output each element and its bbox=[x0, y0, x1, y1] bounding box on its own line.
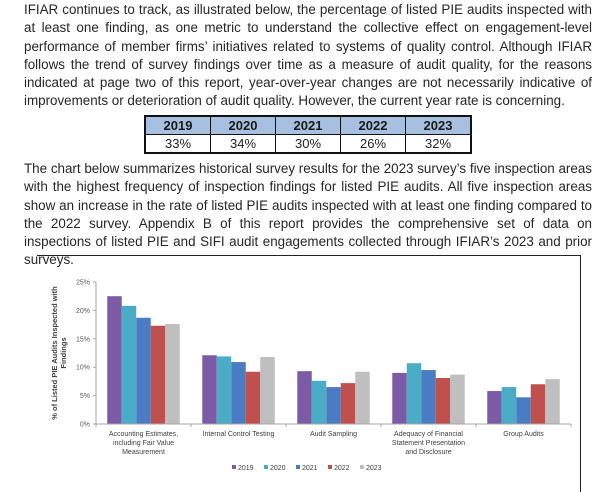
rates-year-2019: 2019 bbox=[144, 115, 211, 135]
rates-value-2023: 32% bbox=[405, 134, 472, 154]
y-axis-title: % of Listed PIE Audits Inspected with Fin… bbox=[50, 286, 68, 420]
bar-2021 bbox=[231, 362, 246, 424]
bar-2019 bbox=[107, 296, 122, 424]
bar-2022 bbox=[245, 371, 261, 424]
rates-year-2023: 2023 bbox=[405, 115, 472, 135]
bar-2021 bbox=[516, 397, 531, 424]
rates-year-2022: 2022 bbox=[340, 115, 406, 135]
legend-swatch-2022 bbox=[328, 465, 332, 469]
y-axis-title-line: Findings bbox=[59, 337, 68, 368]
legend-label-2022: 2022 bbox=[334, 465, 350, 472]
bar-2019 bbox=[392, 372, 407, 424]
rates-year-2021: 2021 bbox=[275, 115, 341, 135]
x-axis: Accounting Estimates, including Fair Valu… bbox=[95, 423, 572, 456]
y-tick-label: 25% bbox=[76, 280, 90, 287]
bar-2023 bbox=[545, 379, 560, 424]
rates-table-value-row: 33% 34% 30% 26% 32% bbox=[144, 134, 472, 154]
legend-swatch-2023 bbox=[360, 465, 364, 469]
y-tick-label: 5% bbox=[80, 393, 90, 400]
bar-2020 bbox=[121, 305, 137, 424]
bar-2020 bbox=[216, 356, 232, 424]
legend-label-2020: 2020 bbox=[270, 465, 286, 472]
y-tick-label: 20% bbox=[76, 308, 90, 315]
bar-2023 bbox=[355, 371, 370, 424]
bar-2022 bbox=[340, 383, 356, 424]
x-category-label: Statement Presentation bbox=[392, 440, 465, 447]
x-category-label: Measurement bbox=[122, 449, 165, 456]
bar-2021 bbox=[136, 317, 151, 424]
legend-label-2023: 2023 bbox=[366, 465, 382, 472]
bar-2021 bbox=[326, 387, 341, 424]
legend-label-2019: 2019 bbox=[238, 465, 254, 472]
chart-frame-right-border bbox=[580, 255, 581, 492]
legend-swatch-2021 bbox=[296, 465, 300, 469]
y-axis-title-line: % of Listed PIE Audits Inspected with bbox=[50, 286, 59, 420]
bar-2020 bbox=[406, 363, 422, 424]
x-category-label: including Fair Value bbox=[113, 440, 174, 447]
rates-table-header-row: 2019 2020 2021 2022 2023 bbox=[144, 115, 472, 135]
legend-swatch-2019 bbox=[232, 465, 236, 469]
bar-2020 bbox=[311, 380, 327, 424]
legend-label-2021: 2021 bbox=[302, 465, 318, 472]
chart-frame-top-border bbox=[37, 255, 581, 256]
bar-2020 bbox=[501, 387, 517, 424]
legend-swatch-2020 bbox=[264, 465, 268, 469]
rates-value-2020: 34% bbox=[210, 134, 276, 154]
bar-2019 bbox=[487, 391, 502, 424]
bar-2019 bbox=[202, 355, 217, 424]
intro-paragraph: IFIAR continues to track, as illustrated… bbox=[24, 2, 592, 109]
bar-2019 bbox=[297, 371, 312, 424]
rates-value-2019: 33% bbox=[144, 134, 211, 154]
bar-2022 bbox=[150, 325, 166, 424]
bar-chart: % of Listed PIE Audits Inspected with Fin… bbox=[50, 280, 572, 472]
bar-2021 bbox=[421, 370, 436, 424]
y-tick-label: 10% bbox=[76, 365, 90, 372]
y-tick-label: 0% bbox=[80, 422, 90, 429]
rates-year-2020: 2020 bbox=[210, 115, 276, 135]
bar-2022 bbox=[435, 377, 451, 424]
x-category-label: Adequacy of Financial bbox=[394, 431, 463, 438]
x-category-label: Group Audits bbox=[503, 431, 544, 438]
x-category-label: and Disclosure bbox=[405, 449, 451, 456]
bars bbox=[107, 296, 560, 424]
y-axis: 0% 5% 10% 15% 20% 25% bbox=[76, 280, 97, 429]
rates-value-2021: 30% bbox=[275, 134, 341, 154]
bar-2022 bbox=[530, 384, 546, 424]
x-category-label: Audit Sampling bbox=[310, 431, 357, 438]
legend: 2019 2020 2021 2022 2023 bbox=[232, 465, 382, 472]
y-tick-label: 15% bbox=[76, 336, 90, 343]
bar-2023 bbox=[260, 356, 275, 424]
bar-2023 bbox=[165, 324, 180, 424]
x-category-label: Accounting Estimates, bbox=[109, 431, 178, 438]
x-category-label: Internal Control Testing bbox=[203, 431, 275, 438]
rates-value-2022: 26% bbox=[340, 134, 406, 154]
bar-2023 bbox=[450, 374, 465, 424]
chart-intro-paragraph: The chart below summarizes historical su… bbox=[24, 161, 592, 268]
rates-table: 2019 2020 2021 2022 2023 33% 34% 30% 26%… bbox=[144, 115, 472, 154]
